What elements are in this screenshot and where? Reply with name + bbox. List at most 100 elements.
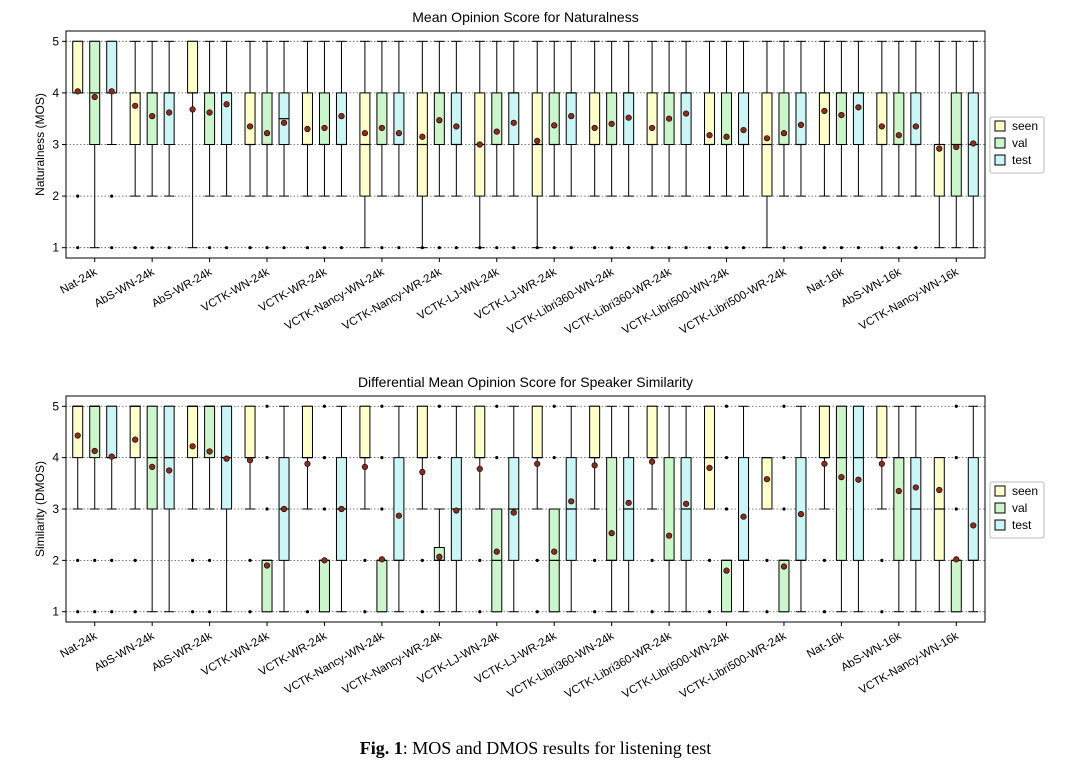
x-tick-label: VCTK-Nancy-WR-24k: [340, 266, 444, 333]
outlier-point: [437, 246, 441, 250]
y-tick-label: 3: [52, 138, 59, 152]
mean-point: [706, 464, 713, 472]
mean-point: [338, 505, 345, 513]
mean-point: [74, 432, 81, 439]
outlier-point: [822, 610, 827, 614]
outlier-point: [380, 456, 384, 460]
legend-swatch-test: [994, 519, 1006, 531]
outlier-point: [437, 404, 441, 408]
mean-point: [682, 110, 690, 117]
box-val: [204, 40, 216, 250]
outlier-point: [782, 507, 786, 511]
outlier-point: [512, 246, 516, 250]
outlier-point: [741, 246, 746, 250]
outlier-point: [610, 246, 614, 250]
box-iqr: [818, 405, 830, 459]
mean-point: [970, 522, 977, 529]
outlier-point: [76, 246, 80, 250]
box-iqr: [795, 457, 807, 561]
box-val: [548, 404, 560, 613]
mean-point: [510, 119, 517, 126]
outlier-point: [627, 246, 631, 250]
y-tick-label: 3: [52, 502, 59, 516]
box-test: [738, 40, 750, 250]
outlier-point: [248, 610, 252, 614]
box-iqr: [761, 457, 773, 510]
outlier-point: [535, 610, 539, 614]
box-iqr: [474, 405, 486, 459]
outlier-point: [495, 404, 499, 408]
box-iqr: [301, 405, 313, 459]
box-seen: [704, 40, 716, 250]
box-iqr: [359, 405, 371, 459]
outlier-point: [207, 610, 212, 614]
mean-point: [797, 121, 805, 128]
box-test: [163, 405, 175, 613]
mean-point: [723, 567, 730, 574]
box-val: [663, 40, 675, 250]
outlier-point: [569, 246, 573, 250]
box-val: [376, 40, 388, 250]
mean-point: [246, 457, 254, 464]
y-tick-label: 5: [52, 399, 59, 413]
mean-point: [953, 143, 960, 151]
x-tick-label: Nat-24k: [58, 266, 99, 297]
outlier-point: [535, 246, 539, 250]
outlier-point: [207, 246, 212, 250]
outlier-point: [339, 246, 344, 250]
box-val: [950, 40, 962, 249]
box-val: [663, 405, 675, 613]
box-seen: [244, 40, 256, 250]
mean-point: [665, 532, 673, 539]
box-test: [852, 405, 864, 613]
box-val: [261, 40, 273, 250]
x-tick-label: VCTK-Libri360-WR-24k: [563, 630, 674, 701]
mean-point: [419, 468, 426, 476]
mean-point: [625, 499, 632, 506]
outlier-point: [880, 610, 884, 614]
outlier-point: [707, 246, 712, 250]
outlier-point: [322, 507, 327, 511]
box-iqr: [738, 457, 750, 561]
mean-point: [166, 467, 173, 474]
mean-point: [132, 436, 139, 443]
outlier-point: [552, 404, 556, 408]
mean-point: [476, 141, 483, 148]
outlier-point: [380, 404, 384, 408]
box-iqr: [318, 559, 330, 613]
mean-point: [361, 463, 369, 470]
mean-point: [780, 563, 788, 570]
box-iqr: [818, 92, 830, 145]
box-iqr: [244, 405, 256, 459]
mean-point: [189, 106, 196, 113]
box-seen: [359, 40, 371, 249]
outlier-point: [133, 610, 137, 614]
mean-point: [453, 507, 460, 514]
outlier-point: [724, 507, 729, 511]
x-tick-label: Nat-16k: [805, 630, 846, 661]
box-iqr: [244, 92, 256, 145]
mean-point: [665, 115, 673, 122]
outlier-point: [363, 610, 367, 614]
mean-point: [321, 124, 328, 132]
x-tick-label: VCTK-Libri500-WR-24k: [678, 266, 789, 337]
box-test: [910, 405, 922, 613]
mean-point: [821, 460, 828, 467]
box-iqr: [318, 92, 330, 145]
box-iqr: [835, 92, 847, 145]
outlier-point: [265, 456, 269, 460]
mean-point: [338, 113, 345, 120]
x-tick-label: VCTK-Libri360-WR-24k: [563, 266, 674, 337]
chart-panel-2: Differential Mean Opinion Score for Spea…: [33, 374, 1045, 701]
outlier-point: [707, 558, 712, 562]
box-val: [204, 405, 216, 614]
outlier-point: [133, 558, 137, 562]
outlier-point: [822, 558, 827, 562]
legend-swatch-seen: [994, 120, 1006, 132]
legend-swatch-seen: [994, 485, 1006, 497]
outlier-point: [782, 456, 786, 460]
box-iqr: [129, 92, 141, 145]
box-val: [318, 404, 330, 613]
mean-point: [625, 114, 632, 121]
